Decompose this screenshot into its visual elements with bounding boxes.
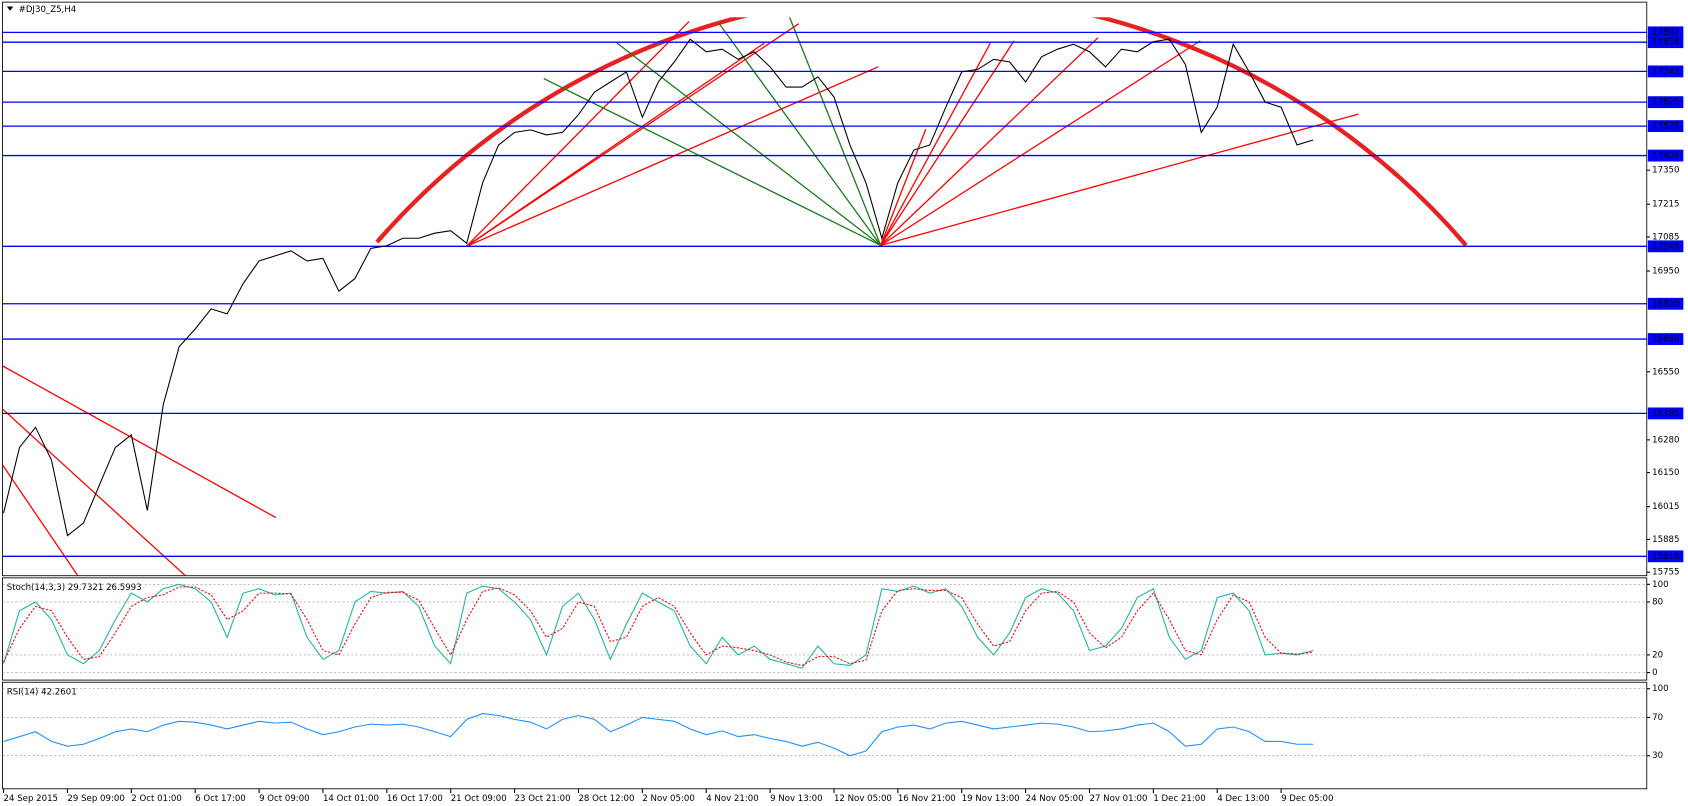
level-label-box	[1647, 407, 1684, 420]
arc	[375, 17, 1468, 247]
x-tick-label: 28 Oct 12:00	[578, 794, 634, 804]
y-tick-label: 17215	[1652, 200, 1679, 210]
x-tick-label: 24 Sep 2015	[4, 794, 58, 804]
level-label: 17897	[1652, 28, 1679, 38]
level-label: 17620	[1652, 98, 1679, 108]
red-lines	[2, 21, 1359, 576]
indicator-line	[3, 586, 1314, 667]
x-tick-label: 4 Nov 21:00	[706, 794, 758, 804]
level-label-box	[1647, 120, 1684, 133]
x-tick-label: 2 Oct 01:00	[131, 794, 182, 804]
level-label-box	[1647, 96, 1684, 109]
level-label-box	[1647, 36, 1684, 49]
level-label: 15818	[1652, 552, 1679, 562]
indicator-line	[3, 583, 1314, 669]
level-label: 17048	[1652, 242, 1679, 252]
y-tick-label: 16950	[1652, 267, 1679, 277]
chart-title: #DJ30_Z5,H4	[19, 5, 77, 15]
y-tick-label: 20	[1652, 650, 1663, 660]
level-label: 17742	[1652, 67, 1679, 77]
level-label-box	[1647, 550, 1684, 563]
level-label-box	[1647, 297, 1684, 310]
x-tick-label: 27 Nov 01:00	[1089, 794, 1147, 804]
level-label-box	[1647, 333, 1684, 345]
y-tick-label: 15885	[1652, 535, 1679, 545]
level-label-box	[1647, 65, 1684, 78]
level-label-box	[1647, 240, 1684, 253]
x-tick-label: 16 Nov 21:00	[898, 794, 956, 804]
y-tick-label: 16150	[1652, 468, 1679, 478]
x-tick-label: 12 Nov 05:00	[834, 794, 892, 804]
level-label: 16820	[1652, 299, 1679, 309]
level-label-box	[1647, 26, 1684, 39]
y-tick-label: 30	[1652, 751, 1663, 761]
y-tick-label: 80	[1652, 597, 1663, 607]
rsi-title: RSI(14) 42.2601	[7, 687, 77, 697]
main-pane	[2, 1, 1648, 577]
y-tick-label: 100	[1652, 580, 1668, 590]
x-tick-label: 21 Oct 09:00	[451, 794, 507, 804]
level-label-box	[1647, 149, 1684, 162]
y-tick-label: 100	[1652, 684, 1668, 694]
price-line	[3, 38, 1314, 537]
y-tick-label: 15755	[1652, 568, 1679, 578]
x-tick-label: 14 Oct 01:00	[323, 794, 379, 804]
x-tick-label: 19 Nov 13:00	[962, 794, 1020, 804]
y-tick-label: 70	[1652, 713, 1663, 723]
indicator-line	[3, 713, 1314, 757]
y-tick-label: 16015	[1652, 502, 1679, 512]
x-tick-label: 16 Oct 17:00	[387, 794, 443, 804]
x-tick-label: 9 Nov 13:00	[770, 794, 822, 804]
x-tick-label: 23 Oct 21:00	[515, 794, 571, 804]
y-tick-label: 17350	[1652, 166, 1679, 176]
x-tick-label: 24 Nov 05:00	[1026, 794, 1084, 804]
x-tick-label: 9 Oct 09:00	[259, 794, 310, 804]
level-label: 16385	[1652, 409, 1679, 419]
x-tick-label: 29 Sep 09:00	[67, 794, 124, 804]
level-label: 17408	[1652, 151, 1679, 161]
x-tick-label: 6 Oct 17:00	[195, 794, 246, 804]
rsi-pane	[2, 681, 1648, 790]
x-tick-label: 2 Nov 05:00	[642, 794, 694, 804]
level-label: 17525	[1652, 122, 1679, 132]
y-tick-label: 16550	[1652, 367, 1679, 377]
menu-arrow[interactable]	[6, 6, 14, 11]
green-lines	[543, 17, 882, 246]
level-label: 17858	[1652, 38, 1679, 48]
x-tick-label: 1 Dec 21:00	[1153, 794, 1205, 804]
stoch-pane	[2, 577, 1648, 681]
y-tick-label: 16280	[1652, 435, 1679, 445]
level-label: 16680	[1652, 335, 1679, 345]
y-tick-label: 0	[1652, 668, 1657, 678]
y-tick-label: 17085	[1652, 232, 1679, 242]
x-tick-label: 4 Dec 13:00	[1217, 794, 1269, 804]
x-tick-label: 9 Dec 05:00	[1281, 794, 1333, 804]
stoch-title: Stoch(14,3,3) 29.7321 26.5993	[7, 583, 142, 593]
drawings	[2, 17, 1468, 576]
